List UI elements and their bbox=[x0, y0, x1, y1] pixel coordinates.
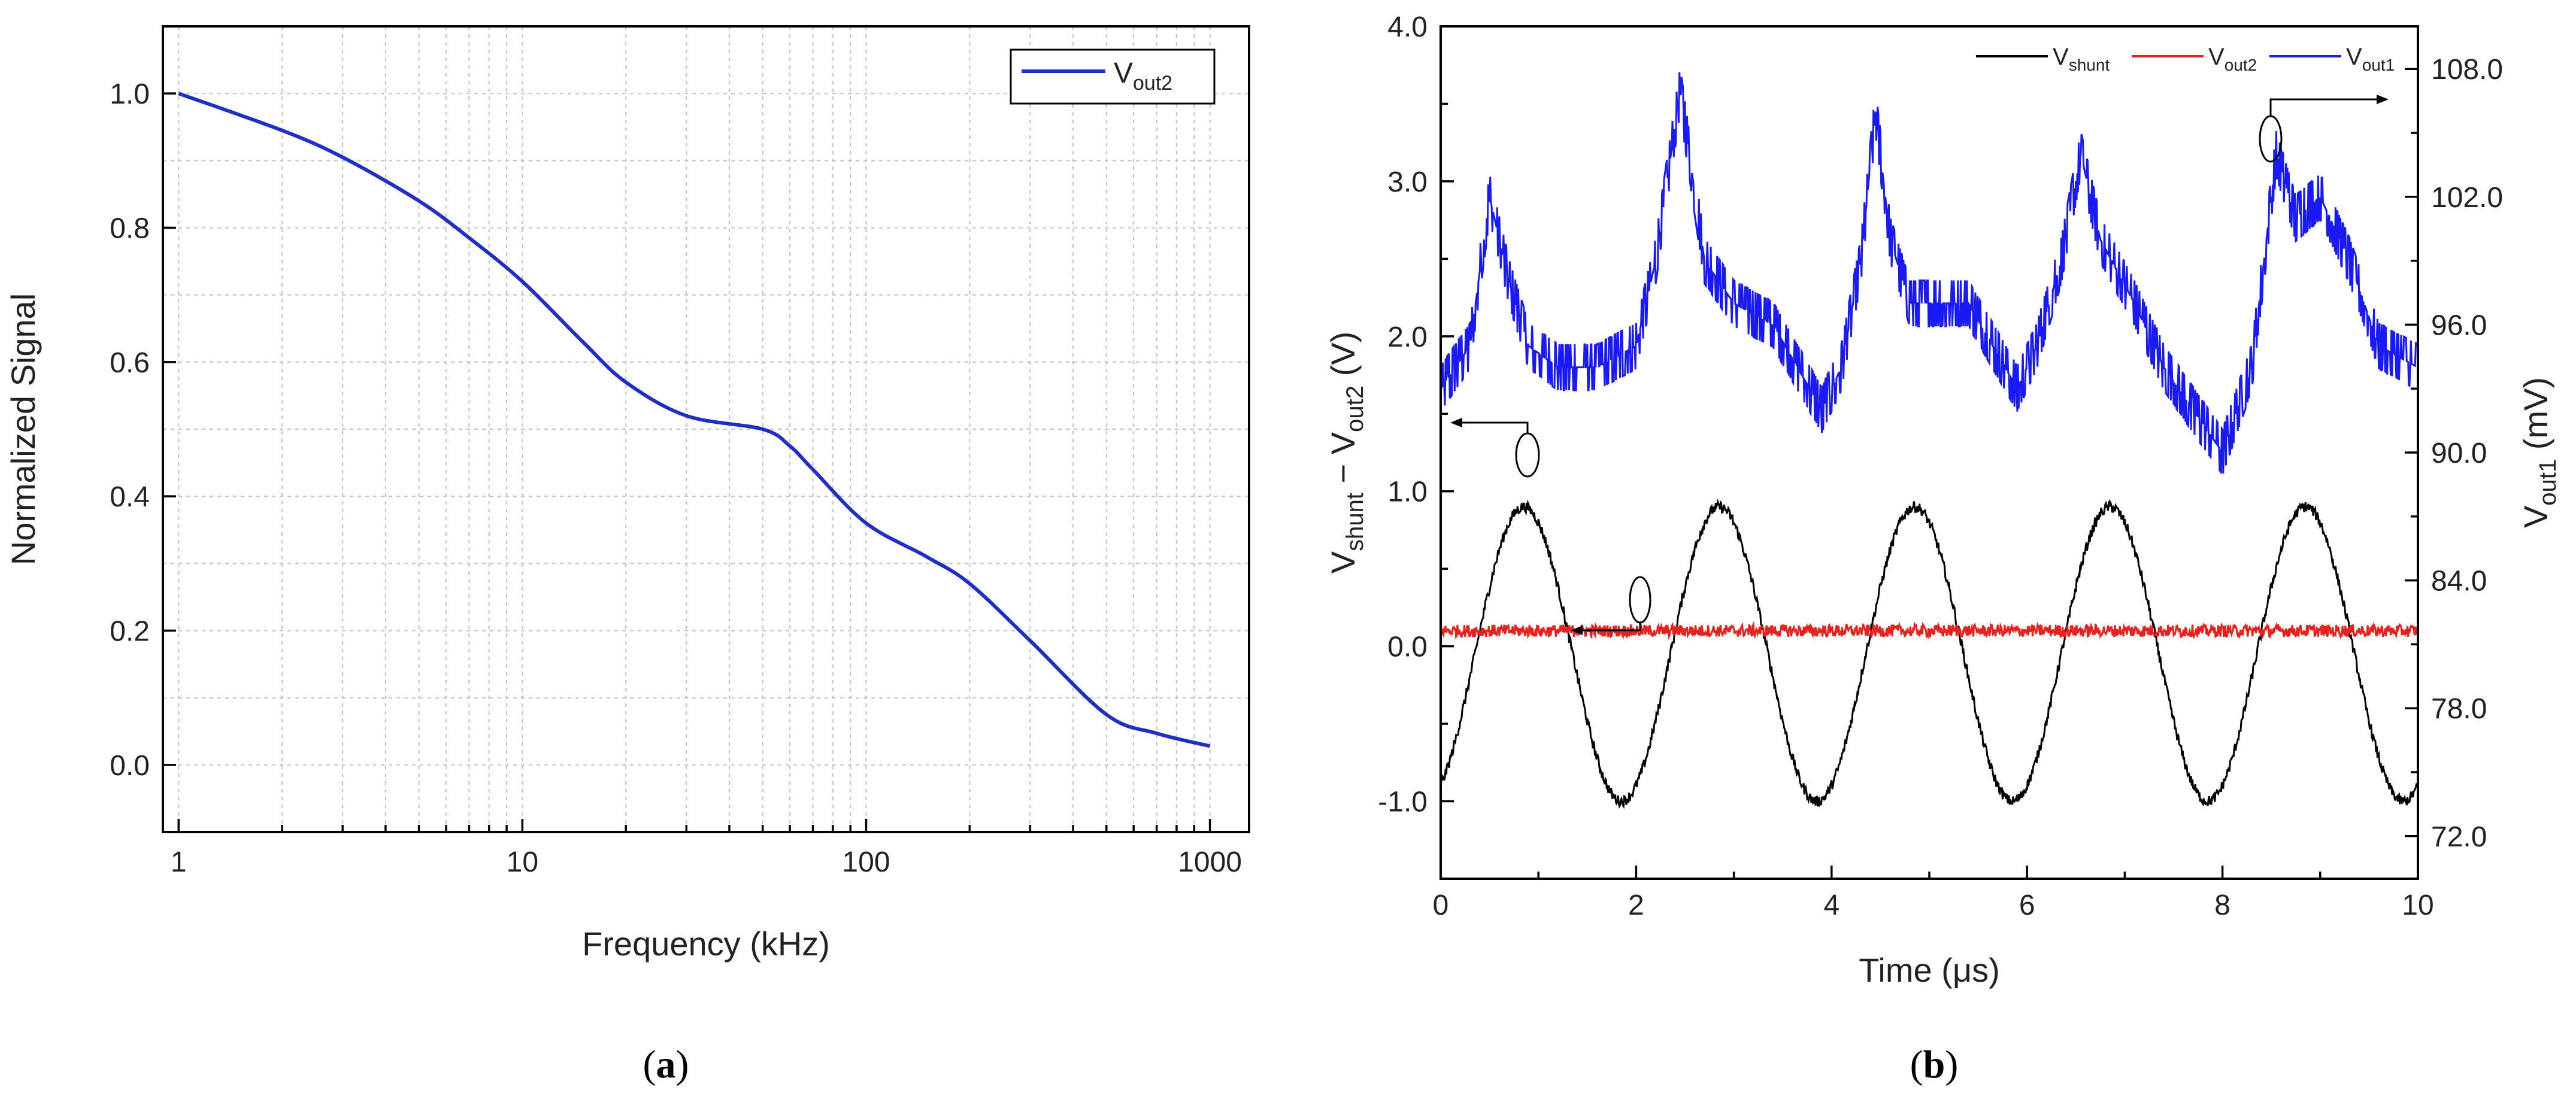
y-right-tick-label: 96.0 bbox=[2431, 309, 2487, 341]
y-right-tick-label: 102.0 bbox=[2431, 182, 2503, 214]
panel-a-ticks: 0.0 0.2 0.4 0.6 0.8 1.0 1 10 100 1000 bbox=[110, 78, 1242, 878]
panel-a-series bbox=[178, 92, 1211, 748]
annotation-arrow-vshunt bbox=[1459, 421, 1529, 433]
annotation-arrowhead-vout2 bbox=[1571, 626, 1583, 635]
x-tick-label: 100 bbox=[842, 846, 890, 878]
panel-a-x-axis-label: Frequency (kHz) bbox=[582, 925, 830, 963]
legend-b-label-vout2: Vout2 bbox=[2208, 44, 2257, 74]
x-tick-label: 8 bbox=[2214, 890, 2230, 921]
y-left-tick-label: 3.0 bbox=[1387, 166, 1428, 198]
y-tick-label: 0.6 bbox=[110, 347, 150, 379]
annotation-arrowhead-vout1 bbox=[2377, 95, 2389, 104]
panel-b-left-y-axis-label: Vshunt − Vout2 (V) bbox=[1324, 332, 1368, 573]
panel-b-plot-area bbox=[1441, 26, 2418, 879]
panel-a-chart: 0.0 0.2 0.4 0.6 0.8 1.0 1 10 100 1000 Vout2 Frequ… bbox=[4, 25, 1250, 963]
y-tick-label: 1.0 bbox=[110, 78, 150, 110]
y-tick-label: 0.0 bbox=[110, 750, 150, 782]
y-right-tick-label: 84.0 bbox=[2431, 566, 2487, 597]
panel-b-right-y-axis-label: Vout1 (mV) bbox=[2517, 377, 2561, 528]
x-tick-label: 1000 bbox=[1178, 846, 1242, 878]
panel-a-legend: Vout2 bbox=[1010, 48, 1216, 105]
x-tick-label: 6 bbox=[2019, 890, 2035, 921]
panel-a-legend-box bbox=[1010, 48, 1216, 105]
panel-b-chart: 0 2 4 6 8 10 -1.0 0.0 1.0 2.0 3.0 4.0 72.0 78.0 84.0 90… bbox=[1324, 11, 2561, 989]
panel-label-a: (a) bbox=[643, 1043, 689, 1086]
panel-b-x-axis-label: Time (μs) bbox=[1859, 951, 2000, 989]
panel-a-legend-label: Vout2 bbox=[1114, 57, 1172, 95]
panel-b-legend: Vshunt Vout2 Vout1 bbox=[1976, 44, 2395, 74]
y-left-tick-label: -1.0 bbox=[1378, 787, 1428, 818]
series-line-vout2 bbox=[178, 92, 1211, 748]
legend-b-label-vout1: Vout1 bbox=[2346, 44, 2395, 74]
legend-b-label-vshunt: Vshunt bbox=[2053, 44, 2110, 74]
panel-a-frame bbox=[162, 25, 1250, 833]
y-left-tick-label: 2.0 bbox=[1387, 321, 1428, 353]
series-line-vshunt bbox=[1439, 498, 2419, 809]
y-right-tick-label: 72.0 bbox=[2431, 821, 2487, 853]
annotation-arrowhead-vshunt bbox=[1450, 418, 1462, 427]
y-right-tick-label: 90.0 bbox=[2431, 438, 2487, 469]
panel-label-b: (b) bbox=[1910, 1043, 1959, 1086]
x-tick-label: 2 bbox=[1628, 890, 1644, 921]
x-tick-label: 0 bbox=[1433, 890, 1449, 921]
y-left-tick-label: 1.0 bbox=[1387, 476, 1428, 508]
y-left-tick-label: 4.0 bbox=[1387, 11, 1428, 43]
x-tick-label: 1 bbox=[171, 846, 187, 878]
panel-b-annotations bbox=[1450, 95, 2389, 635]
x-tick-label: 10 bbox=[507, 846, 538, 878]
y-right-tick-label: 78.0 bbox=[2431, 693, 2487, 725]
y-tick-label: 0.8 bbox=[110, 213, 150, 245]
x-tick-label: 4 bbox=[1823, 890, 1839, 921]
y-right-tick-label: 108.0 bbox=[2431, 54, 2503, 86]
y-tick-label: 0.4 bbox=[110, 481, 150, 513]
panel-a-y-axis-label: Normalized Signal bbox=[4, 293, 42, 565]
annotation-arrow-vout1 bbox=[2269, 98, 2380, 116]
y-left-tick-label: 0.0 bbox=[1387, 632, 1428, 663]
x-tick-label: 10 bbox=[2402, 890, 2433, 921]
annotation-arrow-vout2 bbox=[1579, 623, 1641, 632]
series-line-vout1 bbox=[1439, 72, 2419, 474]
panel-b-ticks: 0 2 4 6 8 10 -1.0 0.0 1.0 2.0 3.0 4.0 72.0 78.0 84.0 90… bbox=[1378, 11, 2503, 921]
y-tick-label: 0.2 bbox=[110, 616, 150, 648]
